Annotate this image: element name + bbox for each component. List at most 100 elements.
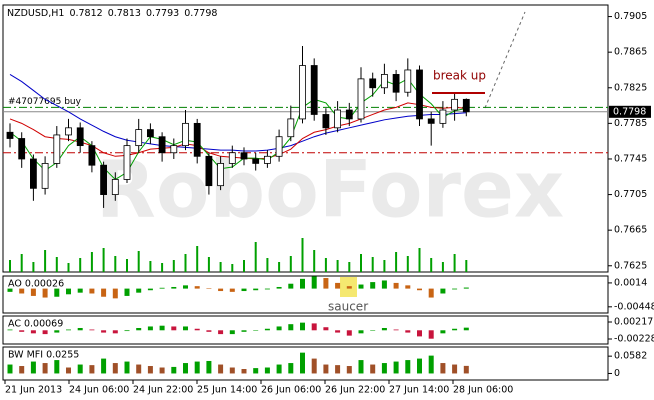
moving-average bbox=[9, 102, 467, 160]
histogram-bar bbox=[194, 286, 200, 289]
candle-body bbox=[357, 78, 365, 120]
histogram-bar bbox=[229, 367, 235, 374]
histogram-bar bbox=[42, 288, 48, 298]
candle-body bbox=[111, 179, 119, 195]
candle-body bbox=[158, 136, 166, 154]
panel-title: AC 0.00069 bbox=[8, 319, 63, 330]
histogram-bar bbox=[218, 288, 224, 292]
candle-body bbox=[240, 152, 248, 160]
y-tick-label: 0.00217 bbox=[614, 316, 653, 327]
x-tick-label: 27 Jun 14:00 bbox=[389, 385, 449, 396]
histogram-bar bbox=[112, 330, 118, 334]
x-tick-label: 24 Jun 06:00 bbox=[69, 385, 129, 396]
candle-body bbox=[88, 145, 96, 166]
candle-body bbox=[404, 69, 412, 93]
histogram-bar bbox=[183, 363, 188, 374]
volume-bar bbox=[406, 256, 409, 272]
histogram-bar bbox=[405, 330, 411, 333]
histogram-bar bbox=[30, 361, 36, 374]
panel-frame bbox=[2, 4, 609, 273]
histogram-bar bbox=[335, 330, 341, 333]
volume-bar bbox=[395, 252, 398, 272]
histogram-bar bbox=[194, 328, 200, 331]
volume-bar bbox=[383, 260, 386, 272]
histogram-bar bbox=[417, 288, 422, 291]
volume-bar bbox=[172, 260, 175, 272]
histogram-bar bbox=[463, 365, 469, 374]
candle-body bbox=[123, 145, 131, 180]
histogram-bar bbox=[440, 363, 446, 374]
histogram-bar bbox=[241, 369, 247, 374]
panel-frame bbox=[2, 275, 609, 314]
volume-bar bbox=[336, 260, 339, 272]
histogram-bar bbox=[393, 282, 399, 289]
histogram-bar bbox=[417, 358, 422, 374]
histogram-bar bbox=[300, 352, 305, 374]
x-tick-label: 21 Jun 2013 bbox=[5, 385, 62, 396]
volume-bar bbox=[149, 261, 152, 272]
histogram-bar bbox=[206, 288, 212, 289]
histogram-bar bbox=[42, 363, 48, 374]
histogram-bar bbox=[276, 364, 282, 374]
histogram-bar bbox=[253, 368, 259, 374]
y-tick-label: 0.0014 bbox=[614, 277, 647, 288]
histogram-bar bbox=[124, 288, 130, 296]
histogram-bar bbox=[370, 330, 376, 331]
chart-title: NZDUSD,H1 0.7812 0.7813 0.7793 0.7798 bbox=[7, 8, 217, 19]
candle-body bbox=[146, 129, 154, 138]
histogram-bar bbox=[7, 288, 13, 292]
volume-bar bbox=[219, 262, 222, 272]
histogram-bar bbox=[381, 280, 387, 289]
histogram-bar bbox=[147, 326, 153, 331]
header-open: 0.7812 bbox=[69, 8, 102, 19]
histogram-bar bbox=[124, 361, 130, 374]
volume-bar bbox=[465, 260, 468, 272]
histogram-bar bbox=[370, 282, 376, 289]
volume-bar bbox=[126, 259, 128, 272]
histogram-bar bbox=[218, 364, 224, 374]
annotation: saucer bbox=[328, 300, 368, 314]
title-symbol: NZDUSD,H1 bbox=[7, 8, 64, 19]
header-high: 0.7813 bbox=[108, 8, 141, 19]
candle-body bbox=[462, 98, 470, 113]
histogram-bar bbox=[171, 366, 177, 374]
histogram-bar bbox=[381, 327, 387, 331]
histogram-bar bbox=[288, 324, 294, 331]
candle-body bbox=[29, 158, 37, 189]
histogram-bar bbox=[288, 363, 294, 374]
volume-bar bbox=[348, 262, 351, 272]
histogram-bar bbox=[381, 363, 387, 374]
histogram-bar bbox=[241, 288, 247, 292]
candle-body bbox=[369, 78, 377, 89]
x-tick-label: 25 Jun 14:00 bbox=[197, 385, 257, 396]
candle-body bbox=[100, 164, 107, 195]
histogram-bar bbox=[171, 326, 177, 331]
volume-bar bbox=[243, 260, 245, 272]
moving-average bbox=[9, 73, 467, 152]
candle-body bbox=[228, 152, 236, 164]
histogram-bar bbox=[66, 329, 71, 331]
histogram-bar bbox=[159, 287, 165, 289]
histogram-bar bbox=[276, 286, 282, 289]
histogram-bar bbox=[440, 288, 446, 294]
histogram-bar bbox=[159, 325, 165, 331]
histogram-bar bbox=[241, 330, 247, 332]
volume-bar bbox=[20, 254, 23, 272]
candle-body bbox=[53, 134, 61, 164]
volume-bar bbox=[254, 242, 257, 272]
candle-body bbox=[41, 163, 49, 189]
histogram-bar bbox=[19, 288, 25, 294]
histogram-bar bbox=[101, 358, 107, 374]
histogram-bar bbox=[19, 366, 25, 374]
histogram-bar bbox=[171, 286, 177, 289]
volume-bar bbox=[313, 250, 316, 272]
histogram-bar bbox=[101, 288, 107, 297]
histogram-bar bbox=[405, 285, 411, 289]
histogram-bar bbox=[147, 288, 153, 291]
price-box-label: 0.7798 bbox=[613, 106, 646, 117]
histogram-bar bbox=[335, 365, 341, 374]
volume-bar bbox=[55, 257, 58, 272]
histogram-bar bbox=[276, 326, 282, 331]
header-close: 0.7798 bbox=[184, 8, 217, 19]
